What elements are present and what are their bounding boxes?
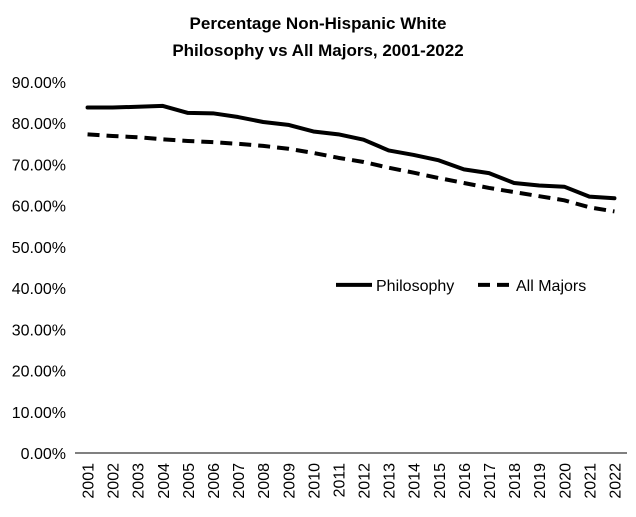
y-tick-label: 80.00% xyxy=(12,116,66,133)
x-tick-label: 2019 xyxy=(532,463,549,499)
chart-subtitle: Philosophy vs All Majors, 2001-2022 xyxy=(172,41,463,60)
x-tick-label: 2006 xyxy=(206,463,223,499)
x-tick-label: 2008 xyxy=(256,463,273,499)
x-tick-label: 2002 xyxy=(106,463,123,499)
y-tick-label: 0.00% xyxy=(21,446,66,463)
x-tick-label: 2021 xyxy=(582,463,599,499)
x-tick-label: 2013 xyxy=(382,463,399,499)
y-tick-label: 90.00% xyxy=(12,75,66,92)
x-tick-label: 2009 xyxy=(281,463,298,499)
x-tick-label: 2011 xyxy=(331,463,348,498)
x-tick-label: 2003 xyxy=(131,463,148,499)
x-tick-label: 2018 xyxy=(507,463,524,499)
x-tick-label: 2020 xyxy=(557,463,574,499)
y-tick-labels: 0.00% 10.00% 20.00% 30.00% 40.00% 50.00% 60.00… xyxy=(12,75,66,463)
y-tick-label: 50.00% xyxy=(12,240,66,257)
chart-title: Percentage Non-Hispanic White xyxy=(190,14,447,33)
x-tick-label: 2022 xyxy=(607,463,624,499)
series-lines xyxy=(85,103,617,214)
y-tick-label: 60.00% xyxy=(12,199,66,216)
legend-label-all-majors: All Majors xyxy=(516,278,586,295)
legend: Philosophy All Majors xyxy=(336,278,586,295)
y-tick-label: 70.00% xyxy=(12,157,66,174)
x-tick-label: 2001 xyxy=(81,463,98,499)
legend-label-philosophy: Philosophy xyxy=(376,278,454,295)
x-tick-label: 2005 xyxy=(181,463,198,499)
x-tick-label: 2015 xyxy=(432,463,449,499)
y-tick-label: 10.00% xyxy=(12,405,66,422)
y-tick-label: 20.00% xyxy=(12,364,66,381)
y-tick-label: 40.00% xyxy=(12,281,66,298)
philosophy-line xyxy=(85,103,617,201)
x-tick-label: 2010 xyxy=(306,463,323,499)
x-tick-label: 2014 xyxy=(407,463,424,499)
x-tick-label: 2017 xyxy=(482,463,499,499)
x-tick-label: 2007 xyxy=(231,463,248,499)
all-majors-line xyxy=(87,132,615,214)
x-tick-label: 2012 xyxy=(357,463,374,499)
y-tick-label: 30.00% xyxy=(12,322,66,339)
x-tick-label: 2016 xyxy=(457,463,474,499)
x-tick-labels: 2001 2002 2003 2004 2005 2006 2007 2008 2009 2010… xyxy=(81,463,625,499)
x-tick-label: 2004 xyxy=(156,463,173,499)
